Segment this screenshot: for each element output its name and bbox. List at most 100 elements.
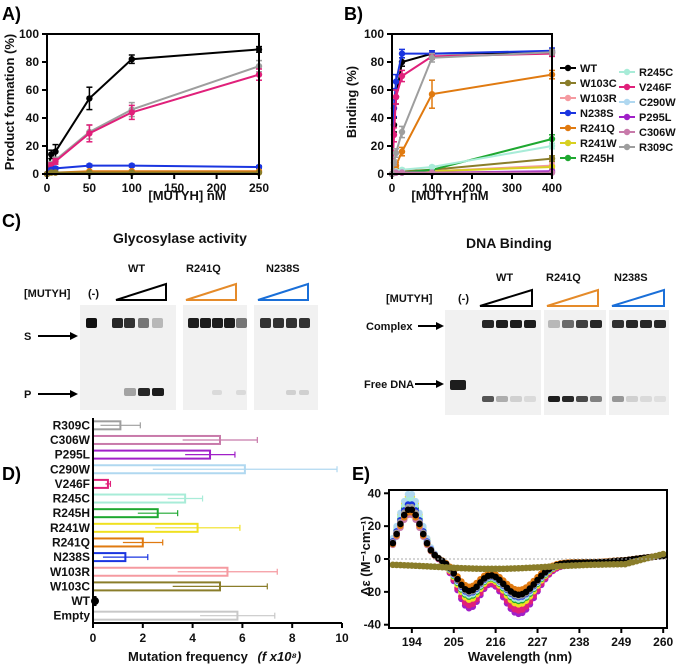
gel1-product-band <box>236 390 246 395</box>
panel-b-series-line-wt <box>391 51 553 175</box>
gel1-bands <box>86 318 310 396</box>
panel-d-x-tick-label: 6 <box>239 631 246 645</box>
legend-label-r245h: R245H <box>580 153 614 165</box>
legend-label-p295l: P295L <box>639 112 672 124</box>
panel-b-y-axis-label: Binding (%) <box>344 66 359 138</box>
gel2-n238s-gradient-wedge <box>611 288 665 307</box>
legend-marker-r309c <box>623 143 631 151</box>
panel-d-category-label: W103R <box>50 565 90 579</box>
panel-b-point-r241q <box>428 91 436 98</box>
panel-b-x-tick-label: 100 <box>422 181 442 195</box>
gel1-n238s-gradient-wedge <box>257 282 309 301</box>
gel1-substrate-band <box>299 318 310 328</box>
gel2-complex-band <box>576 320 588 328</box>
legend-marker-w103r <box>564 94 572 102</box>
panel-a-x-tick-label: 200 <box>207 181 227 195</box>
panel-e-x-tick-label: 227 <box>528 635 548 649</box>
product-label: P <box>24 389 31 401</box>
free-dna-arrow-head <box>436 380 444 388</box>
panel-b-x-tick-label: 400 <box>542 181 562 195</box>
panel-b-y-tick-label: 80 <box>371 55 385 69</box>
gel2-complex-band <box>482 320 494 328</box>
panel-b-y-tick-label: 60 <box>371 83 385 97</box>
panel-e-y-tick-label: -20 <box>364 585 382 599</box>
panel-label-c: C) <box>2 211 21 231</box>
gel1-product-band <box>124 388 136 396</box>
gel1-substrate-band <box>124 318 135 328</box>
panel-a-y-tick-label: 60 <box>26 83 40 97</box>
panel-b-y-tick-label: 40 <box>371 111 385 125</box>
panel-e-point-wt <box>412 511 419 519</box>
panel-e-y-axis-label: Δε (M⁻¹cm⁻¹) <box>358 516 373 596</box>
legend-label-w103r: W103R <box>580 93 617 105</box>
gel1-mutyh-label: [MUTYH] <box>24 288 71 300</box>
panel-e-x-tick-label: 249 <box>611 635 631 649</box>
panel-e-x-axis-label: Wavelength (nm) <box>468 649 572 664</box>
panel-a-y-tick-label: 80 <box>26 55 40 69</box>
free-dna-label: Free DNA <box>364 379 414 391</box>
panel-e-point-wt <box>400 511 408 519</box>
gel2-free-dna-band <box>482 396 494 402</box>
panel-b-x-tick-label: 300 <box>502 181 522 195</box>
panel-b-y-tick-label: 100 <box>364 27 384 41</box>
gel1-wt-gradient-wedge <box>115 282 167 301</box>
legend-marker-w103c <box>564 79 572 87</box>
panel-a-point-n238s <box>128 162 135 169</box>
panel-a-point-wt <box>128 56 135 63</box>
gel1-product-band <box>152 388 164 396</box>
gel2-complex-band <box>640 320 652 328</box>
gel1-r241q-gradient-wedge <box>185 282 237 301</box>
gel1-product-band <box>286 390 296 395</box>
panel-e-point-wt <box>427 546 435 554</box>
gel2-complex-band <box>510 320 522 328</box>
panel-b-x-tick-label: 0 <box>389 181 396 195</box>
product-arrow-head <box>70 390 78 398</box>
complex-arrow-head <box>436 322 444 330</box>
gel2-complex-band <box>548 320 560 328</box>
panel-d-category-label: C290W <box>50 462 91 476</box>
gel1-substrate-band <box>286 318 297 328</box>
gel2-r241q-label: R241Q <box>546 272 581 284</box>
panel-e-circular-dichroism-chart: 194 205 216 227 238 249 260 40 20 0 -20 -40 Wavelen… <box>358 486 674 664</box>
substrate-label: S <box>24 331 31 343</box>
gel2-free-dna-band <box>450 380 466 390</box>
gel2-wt-gradient-wedge <box>479 288 533 307</box>
panel-d-category-label: WT <box>71 594 90 608</box>
gel2-n238s-label: N238S <box>614 272 648 284</box>
gel1-substrate-band <box>224 318 235 328</box>
legend-marker-r241w <box>564 139 572 147</box>
panel-a-y-tick-label: 20 <box>26 139 40 153</box>
panel-a-x-tick-label: 150 <box>164 181 184 195</box>
panel-a-point-n238s <box>86 162 93 169</box>
panel-b-point-n238s <box>398 50 406 57</box>
legend-marker-c306w <box>623 128 631 136</box>
gel2-complex-band <box>496 320 508 328</box>
legend-label-r241w: R241W <box>580 138 617 150</box>
gel2-mutyh-label: [MUTYH] <box>386 293 433 305</box>
panel-a-x-tick-label: 0 <box>44 181 51 195</box>
gel1-product-band <box>212 390 222 395</box>
panel-b-series-line-v246f <box>391 52 553 175</box>
panel-b-point-r309c <box>398 128 406 136</box>
gel2-complex-band <box>562 320 574 328</box>
legend-label-r309c: R309C <box>639 142 673 154</box>
gel2-free-dna-band <box>612 396 624 402</box>
panel-b-point-r245c <box>428 163 436 171</box>
panel-d-category-label: R241W <box>50 521 91 535</box>
panel-a-series-line-v246f <box>46 73 260 175</box>
panel-b-series-line-r309c <box>391 51 553 175</box>
panel-d-category-label: R245H <box>53 506 90 520</box>
legend-label-c306w: C306W <box>639 127 676 139</box>
panel-a-series-line-wt <box>46 48 260 175</box>
legend-label-v246f: V246F <box>639 82 672 94</box>
panel-a-x-tick-label: 100 <box>122 181 142 195</box>
gel2-bands <box>450 320 666 402</box>
gel1-n238s-label: N238S <box>266 263 300 275</box>
panel-d-category-label: V246F <box>55 477 90 491</box>
gel1-substrate-band <box>188 318 199 328</box>
panel-b-series-line-n238s <box>391 49 553 175</box>
gel2-r241q-gradient-wedge <box>546 288 599 307</box>
panel-e-y-tick-label: -40 <box>364 618 382 632</box>
gel2-complex-band <box>654 320 666 328</box>
panel-a-x-tick-label: 250 <box>249 181 269 195</box>
